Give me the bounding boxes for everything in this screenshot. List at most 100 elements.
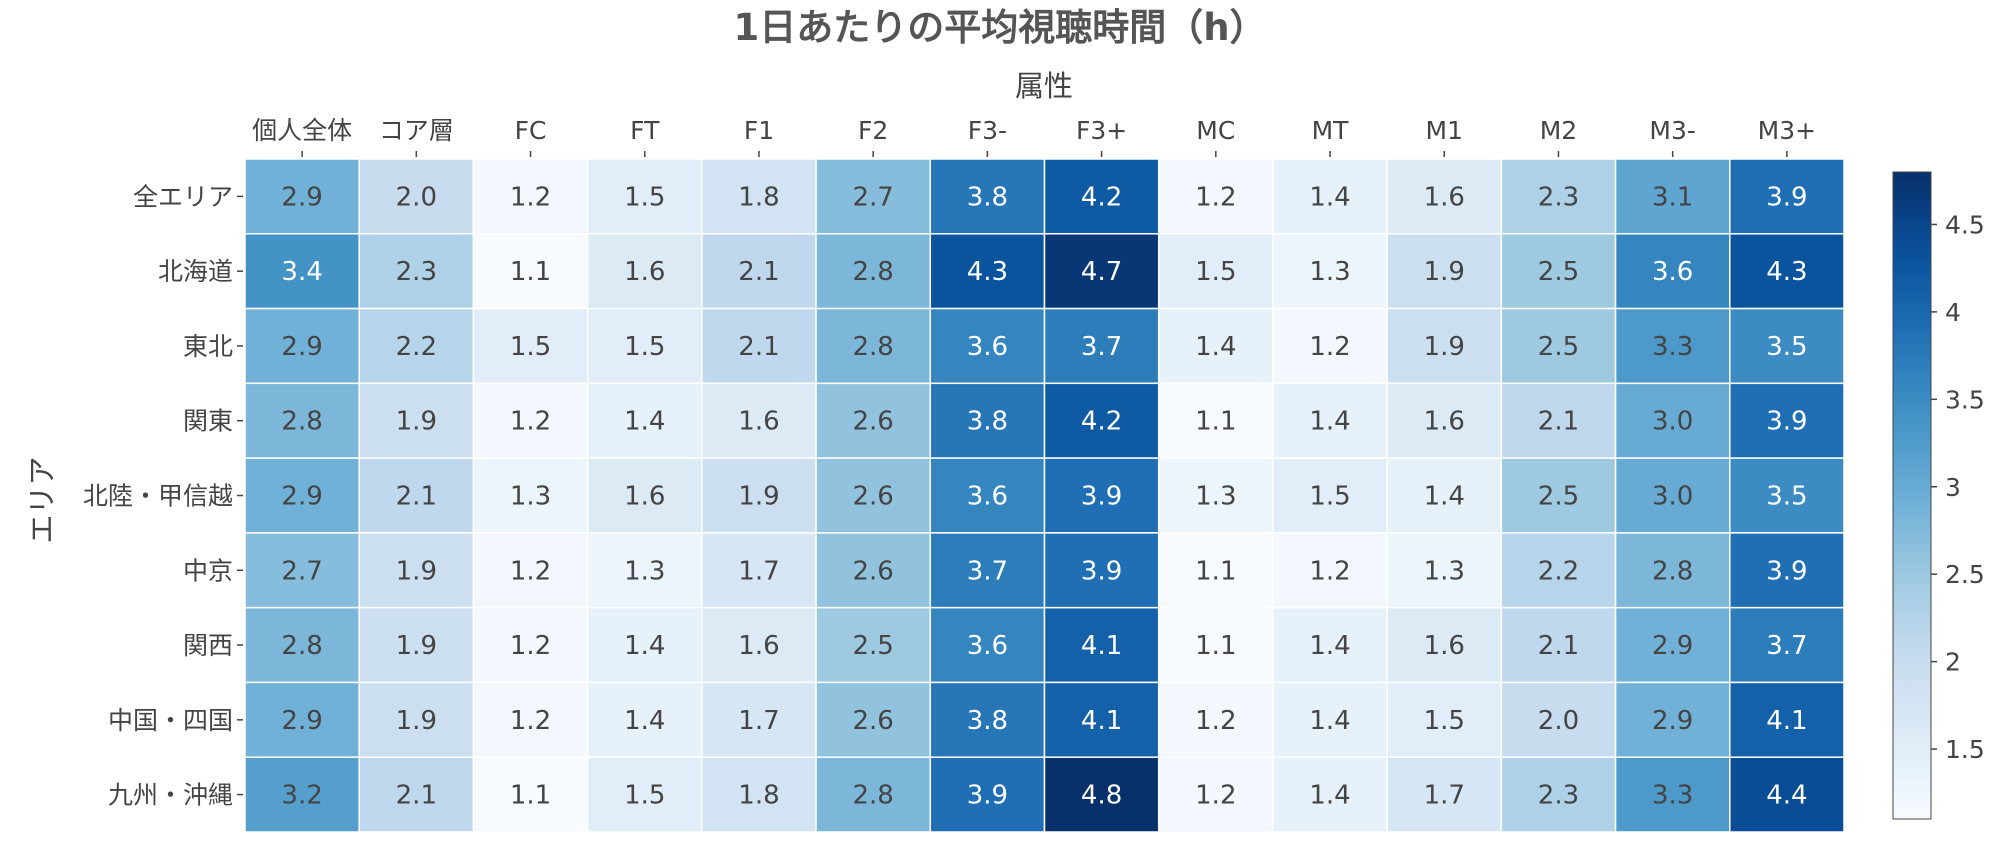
cell-value-label: 1.6 [1424,182,1465,212]
x-tick-label: F2 [858,116,888,145]
cell-value-label: 1.2 [510,407,551,437]
cell-value-label: 1.4 [624,407,665,437]
cell-value-label: 2.8 [281,631,322,661]
colorbar-tick-label: 2.5 [1945,560,1985,589]
y-axis-title: エリア [25,456,59,543]
cell-value-label: 1.3 [1195,482,1236,512]
cell-value-label: 3.0 [1652,482,1693,512]
cell-value-label: 1.5 [510,332,551,362]
cell-value-label: 3.3 [1652,332,1693,362]
cell-value-label: 1.4 [1309,706,1350,736]
cell-value-label: 1.1 [1195,407,1236,437]
cell-value-label: 3.9 [1766,407,1807,437]
cell-value-label: 1.4 [624,631,665,661]
cell-value-label: 2.5 [1538,482,1579,512]
x-tick-label: FC [515,116,547,145]
heatmap-cell [1043,457,1160,534]
cell-value-label: 1.6 [1424,631,1465,661]
heatmap-cell [1157,681,1274,758]
heatmap-cell-labels: 2.9 2.0 1.2 1.5 1.8 2.7 3.8 4.2 1.2 1.4 1.6 2.3 3.1 3… [281,182,1807,810]
colorbar-tick-label: 3.5 [1945,385,1985,414]
heatmap-cell [1500,457,1617,534]
x-axis-ticks: 個人全体 コア層 FC FT F1 F2 F3- F3+ MC MT M1 M2 M3- M3+ [252,116,1816,157]
heatmap-cell [1157,756,1274,833]
cell-value-label: 4.7 [1081,257,1122,287]
cell-value-label: 2.6 [852,407,893,437]
cell-value-label: 3.1 [1652,182,1693,212]
cell-value-label: 1.2 [1195,781,1236,811]
heatmap-cell [1614,532,1731,609]
cell-value-label: 1.6 [624,482,665,512]
cell-value-label: 2.9 [281,706,322,736]
cell-value-label: 3.9 [1766,182,1807,212]
cell-value-label: 1.6 [624,257,665,287]
colorbar: 1.5 2 2.5 3 3.5 4 4.5 [1892,171,1985,820]
cell-value-label: 2.0 [1538,706,1579,736]
heatmap-cell [1729,532,1845,609]
cell-value-label: 2.9 [281,332,322,362]
cell-value-label: 3.6 [1652,257,1693,287]
heatmap-cell [701,532,817,609]
heatmap-cell [1272,158,1388,235]
heatmap-cell [358,532,475,609]
cell-value-label: 4.4 [1766,781,1807,811]
heatmap-cell [586,532,703,609]
heatmap-cell [1272,681,1388,758]
cell-value-label: 1.2 [1309,556,1350,586]
heatmap-cell [815,233,932,310]
y-tick-label: 東北 [183,332,233,361]
cell-value-label: 2.3 [1538,781,1579,811]
cell-value-label: 1.9 [396,706,437,736]
heatmap-cell [929,233,1046,310]
x-tick-label: MC [1196,116,1235,145]
cell-value-label: 1.5 [1424,706,1465,736]
cell-value-label: 3.6 [967,631,1008,661]
heatmap-cell [1043,756,1160,833]
cell-value-label: 3.6 [967,332,1008,362]
heatmap-cell [929,606,1046,684]
heatmap-cell [1386,233,1503,310]
heatmap-cell [815,158,932,235]
heatmap-cell [1157,382,1274,459]
x-tick-label: M3- [1649,116,1696,145]
heatmap-cell [1614,457,1731,534]
cell-value-label: 2.2 [396,332,437,362]
heatmap-cell [701,233,817,310]
colorbar-tick-label: 3 [1945,473,1961,502]
y-tick-label: 関西 [183,631,233,660]
cell-value-label: 4.1 [1081,631,1122,661]
cell-value-label: 3.4 [281,257,322,287]
heatmap-cell [586,606,703,684]
cell-value-label: 2.8 [281,407,322,437]
heatmap-cell [1043,158,1160,235]
cell-value-label: 2.9 [281,482,322,512]
cell-value-label: 2.1 [738,332,779,362]
cell-value-label: 1.7 [738,556,779,586]
heatmap-cell [929,681,1046,758]
cell-value-label: 1.6 [1424,407,1465,437]
cell-value-label: 3.3 [1652,781,1693,811]
y-tick-label: 九州・沖縄 [108,781,233,810]
cell-value-label: 1.6 [738,407,779,437]
cell-value-label: 2.1 [1538,631,1579,661]
cell-value-label: 2.7 [852,182,893,212]
cell-value-label: 2.6 [852,706,893,736]
heatmap-cell [472,457,589,534]
cell-value-label: 1.9 [396,556,437,586]
heatmap-cell [929,532,1046,609]
heatmap-cell [472,158,589,235]
cell-value-label: 2.1 [1538,407,1579,437]
heatmap-cell [815,756,932,833]
heatmap-cell [1386,382,1503,459]
cell-value-label: 3.7 [967,556,1008,586]
cell-value-label: 2.9 [281,182,322,212]
cell-value-label: 3.9 [967,781,1008,811]
x-tick-label: コア層 [379,116,454,145]
heatmap-cell [701,606,817,684]
cell-value-label: 3.9 [1766,556,1807,586]
heatmap-cell [1272,756,1388,833]
cell-value-label: 1.7 [738,706,779,736]
heatmap-cell [1157,233,1274,310]
